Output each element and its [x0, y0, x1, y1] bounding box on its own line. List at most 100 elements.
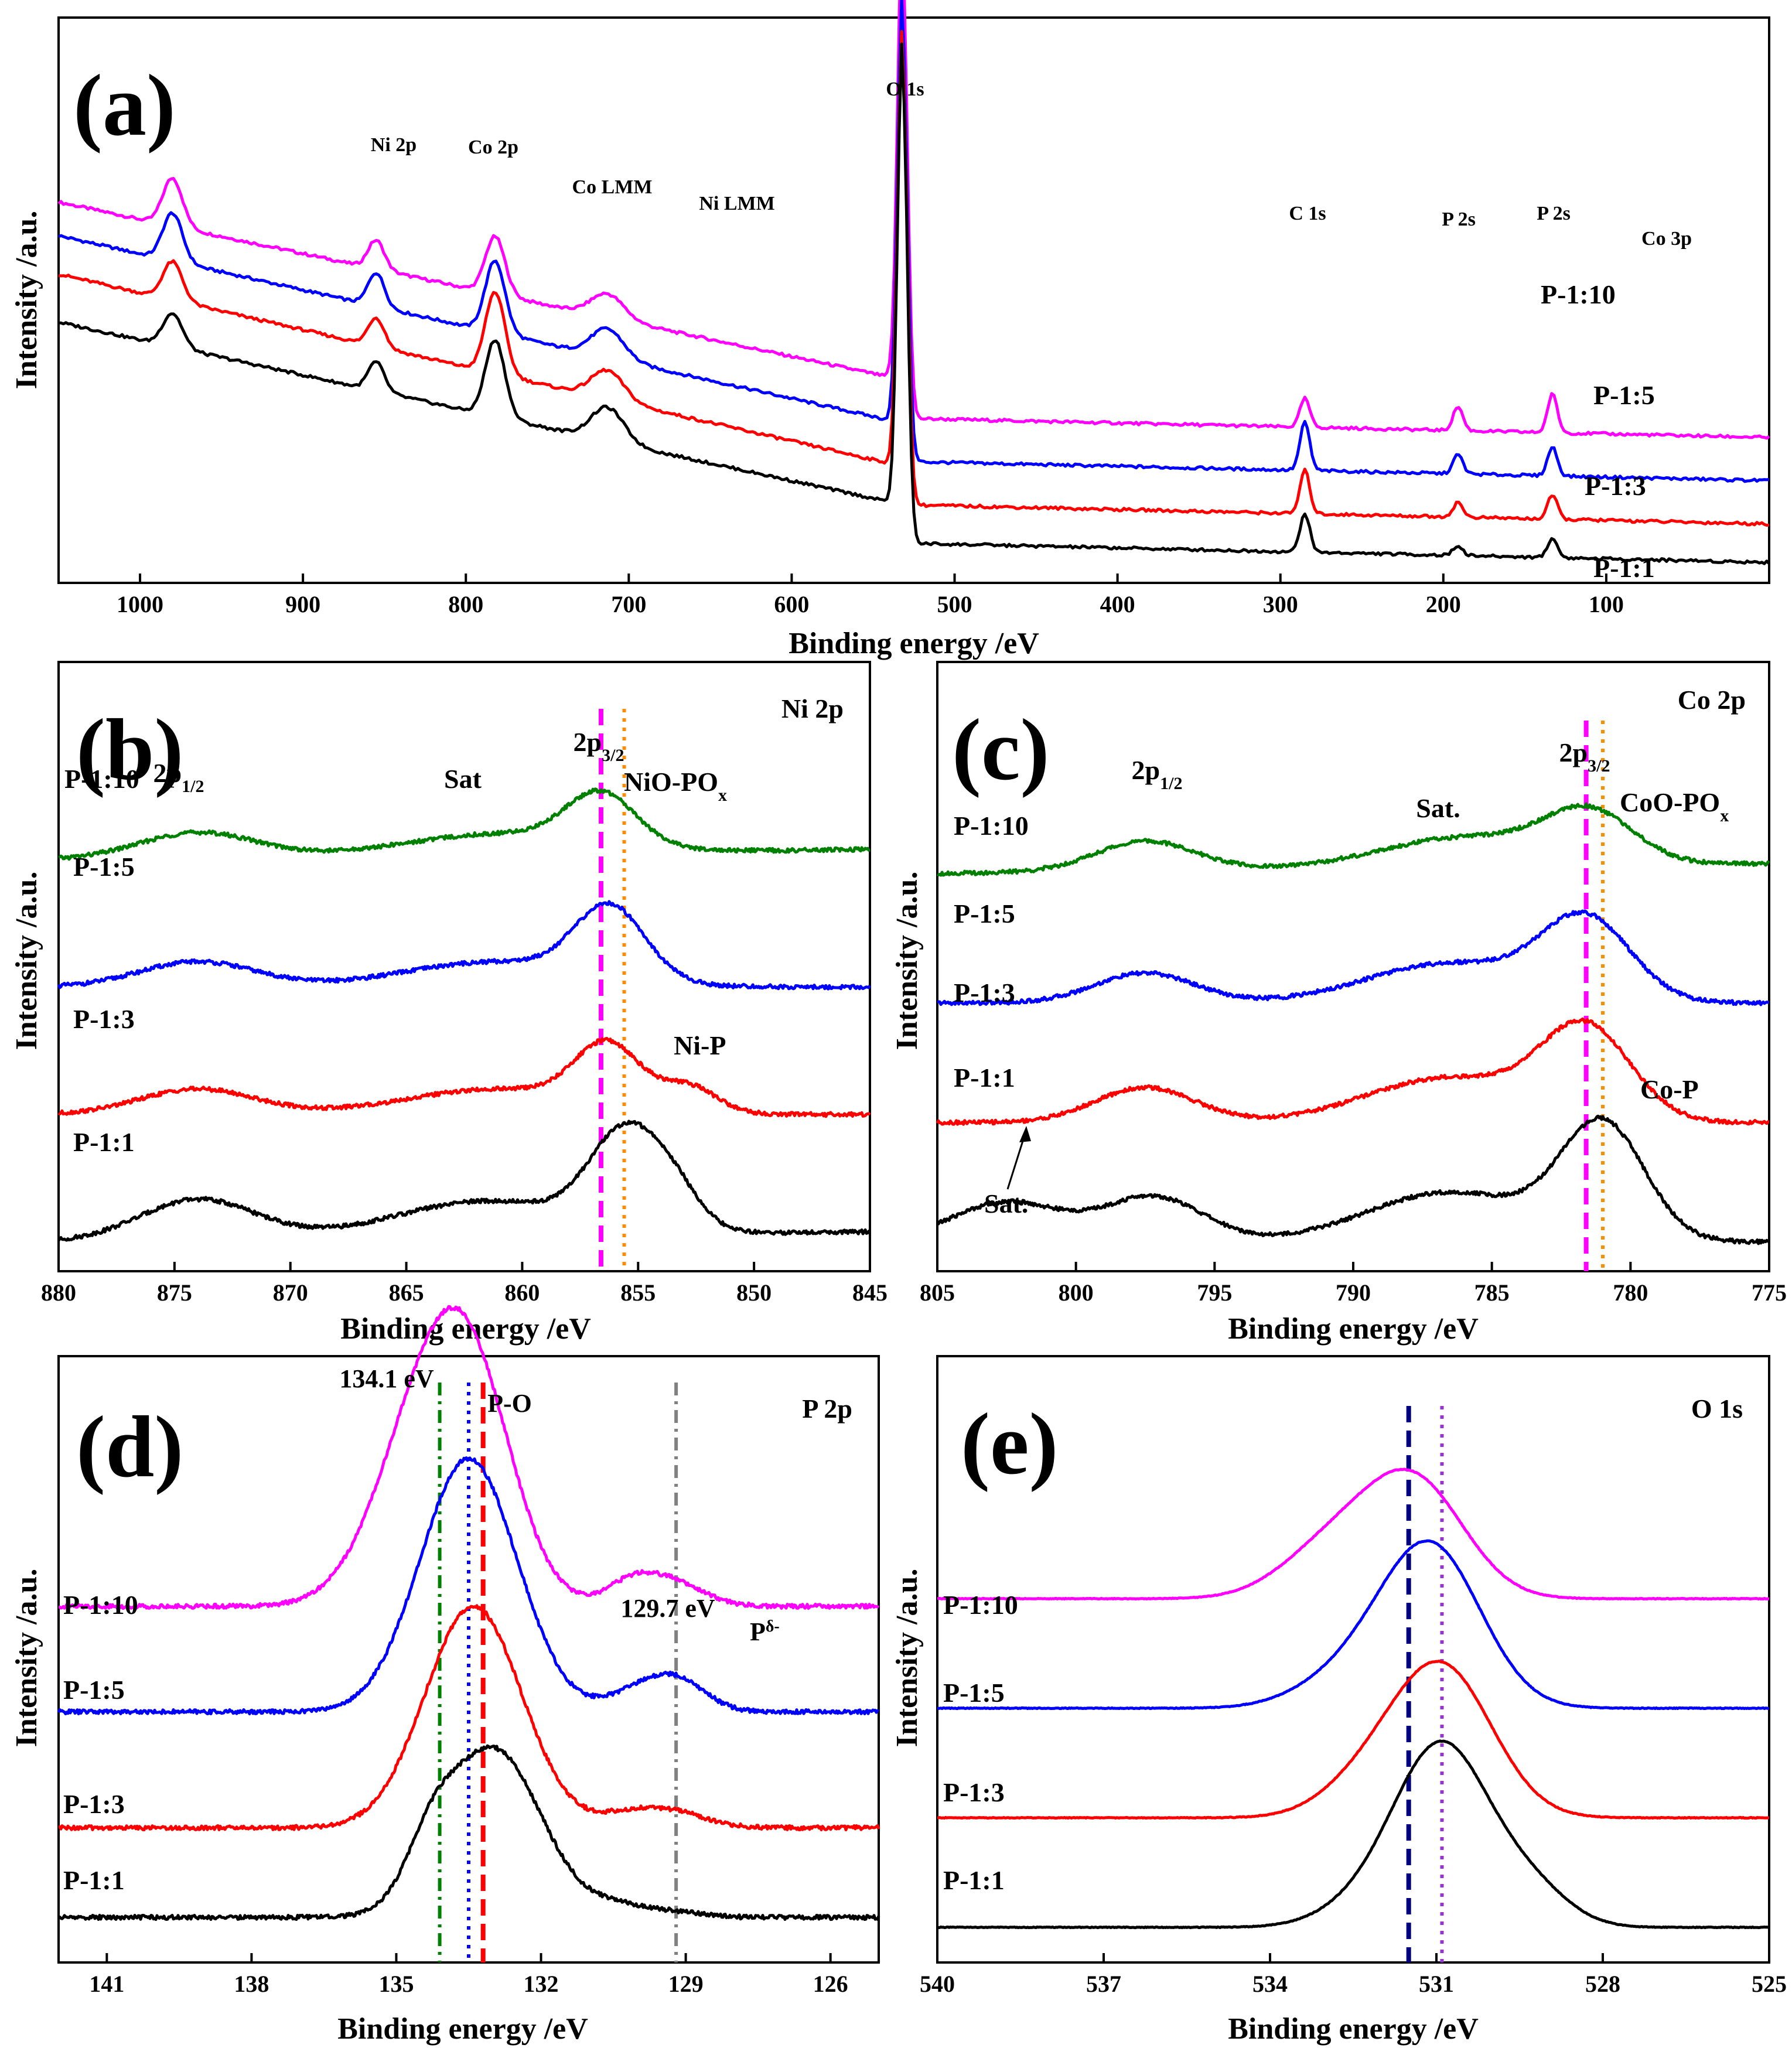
panel-b-xtick-label: 860	[504, 1279, 540, 1306]
panel-a-xtick-label: 900	[285, 591, 320, 617]
panel-c-label-p110: P-1:10	[954, 811, 1029, 841]
panel-c-annot-2p12: 2p1/2	[1132, 755, 1183, 793]
panel-a-peak-co2p: Co 2p	[468, 136, 518, 158]
panel-c-annot-2p32: 2p3/2	[1559, 738, 1610, 776]
panel-c-xtick-label: 805	[920, 1279, 955, 1306]
panel-d-letter: (d)	[76, 1398, 183, 1496]
panel-a-label-p15: P-1:5	[1593, 380, 1655, 410]
panel-e-xtick-label: 528	[1585, 1971, 1620, 1997]
panel-e-label-p15: P-1:5	[943, 1678, 1005, 1708]
panel-a-xtick-label: 500	[937, 591, 972, 617]
panel-b-letter: (b)	[76, 701, 183, 798]
panel-d-series-15	[57, 1456, 880, 1716]
panel-c-co2p-spectrum: 805 800 795 790 785 780 775 (c) Co 2p Binding …	[890, 661, 1787, 1346]
panel-c-label-p11: P-1:1	[954, 1063, 1015, 1093]
panel-a-series-15	[57, 0, 1770, 483]
panel-a-label-p110: P-1:10	[1541, 279, 1616, 309]
panel-c-annot-sat: Sat.	[1416, 793, 1460, 823]
panel-c-xtick-label: 780	[1613, 1279, 1648, 1306]
panel-c-annot-coopox: CoO-POx	[1620, 787, 1729, 825]
panel-a-xtick-label: 200	[1426, 591, 1461, 617]
panel-d-x-axis-title: Binding energy /eV	[337, 2012, 588, 2046]
panel-c-series-13	[936, 1017, 1770, 1126]
panel-b-y-axis-title: Intensity /a.u.	[10, 872, 43, 1050]
panel-c-series-11	[937, 1114, 1770, 1245]
panel-b-series-15	[57, 900, 872, 991]
panel-d-annot-1341: 134.1 eV	[339, 1364, 434, 1393]
panel-b-x-ticks: 880 875 870 865 860 855 850 845	[41, 1262, 888, 1306]
panel-b-label-p13: P-1:3	[73, 1004, 135, 1034]
panel-a-series-11	[58, 42, 1770, 565]
panel-b-series	[57, 787, 872, 1242]
panel-c-annot-sat-low: Sat.	[984, 1189, 1028, 1218]
panel-c-annot-cop: Co-P	[1640, 1074, 1699, 1104]
panel-a-xtick-label: 300	[1263, 591, 1298, 617]
panel-b-xtick-label: 845	[852, 1279, 888, 1306]
panel-c-sat-arrow	[1006, 1133, 1026, 1190]
panel-a-peak-p2s-2: P 2s	[1537, 203, 1571, 224]
panel-a-series	[57, 0, 1770, 565]
panel-c-xtick-label: 800	[1059, 1279, 1094, 1306]
panel-a-peak-co-lmm: Co LMM	[572, 176, 653, 198]
panel-a-label-p13: P-1:3	[1585, 471, 1646, 501]
panel-d-core-title: P 2p	[802, 1394, 852, 1424]
panel-a-series-110	[57, 0, 1770, 440]
panel-e-frame	[936, 1355, 1770, 1964]
panel-d-x-ticks: 141 138 135 132 129 126	[89, 1953, 848, 1997]
panel-d-xtick-label: 138	[234, 1971, 269, 1997]
panel-b-series-13	[57, 1037, 871, 1118]
panel-d-xtick-label: 135	[378, 1971, 414, 1997]
panel-d-xtick-label: 141	[89, 1971, 124, 1997]
panel-c-xtick-label: 785	[1474, 1279, 1510, 1306]
panel-b-core-title: Ni 2p	[781, 694, 844, 723]
panel-e-y-axis-title: Intensity /a.u.	[890, 1569, 924, 1747]
panel-b-xtick-label: 850	[736, 1279, 772, 1306]
panel-e-series	[937, 1467, 1770, 1930]
panel-b-xtick-label: 870	[273, 1279, 308, 1306]
panel-d-series-11	[58, 1744, 880, 1921]
panel-e-xtick-label: 525	[1752, 1971, 1787, 1997]
panel-b-xtick-label: 875	[157, 1279, 192, 1306]
panel-e-label-p11: P-1:1	[943, 1865, 1005, 1895]
panel-b-frame	[57, 661, 871, 1272]
panel-d-annot-1297: 129.7 eV	[620, 1594, 715, 1623]
panel-c-x-axis-title: Binding energy /eV	[1228, 1312, 1479, 1346]
panel-a-peak-co3p: Co 3p	[1641, 228, 1692, 250]
panel-b-xtick-label: 855	[620, 1279, 656, 1306]
panel-c-x-ticks: 805 800 795 790 785 780 775	[920, 1262, 1787, 1306]
panel-a-frame	[57, 16, 1770, 584]
panel-d-label-p11: P-1:1	[63, 1865, 125, 1895]
panel-a-x-ticks: 1000 900 800 700 600 500 400 300 200 100	[117, 574, 1624, 617]
panel-a-xtick-label: 1000	[117, 591, 163, 617]
panel-e-letter: (e)	[961, 1395, 1058, 1493]
panel-e-series-15	[937, 1539, 1770, 1711]
panel-e-xtick-label: 540	[920, 1971, 955, 1997]
panel-c-series	[936, 802, 1770, 1245]
panel-e-x-axis-title: Binding energy /eV	[1228, 2012, 1479, 2046]
panel-e-x-ticks: 540 537 534 531 528 525	[920, 1953, 1787, 1997]
panel-e-label-p13: P-1:3	[943, 1777, 1005, 1807]
panel-b-annot-niopox: NiO-POx	[624, 767, 727, 805]
panel-c-letter: (c)	[952, 701, 1049, 798]
panel-e-xtick-label: 537	[1086, 1971, 1121, 1997]
panel-c-sat-arrowhead	[1019, 1126, 1031, 1142]
panel-a-peak-c1s: C 1s	[1289, 203, 1326, 224]
panel-b-xtick-label: 865	[389, 1279, 424, 1306]
panel-c-xtick-label: 795	[1197, 1279, 1232, 1306]
panel-d-xtick-label: 126	[813, 1971, 848, 1997]
panel-d-label-p13: P-1:3	[63, 1789, 125, 1819]
panel-a-peak-p2s-1: P 2s	[1442, 209, 1476, 230]
panel-e-series-11	[937, 1739, 1770, 1930]
panel-b-label-p15: P-1:5	[73, 852, 135, 882]
panel-a-xtick-label: 600	[774, 591, 809, 617]
panel-b-xtick-label: 880	[41, 1279, 76, 1306]
panel-a-y-axis-title: Intensity /a.u.	[10, 211, 43, 390]
panel-d-series-13	[58, 1604, 880, 1832]
panel-d-p2p-spectrum: 141 138 135 132 129 126 (d) P 2p Binding ener…	[10, 1305, 880, 2046]
panel-d-annot-pdelta: Pδ-	[750, 1617, 780, 1647]
panel-a-label-p11: P-1:1	[1593, 553, 1655, 583]
panel-e-label-p110: P-1:10	[943, 1590, 1018, 1620]
panel-e-xtick-label: 531	[1419, 1971, 1454, 1997]
panel-a-x-axis-title: Binding energy /eV	[789, 627, 1039, 660]
